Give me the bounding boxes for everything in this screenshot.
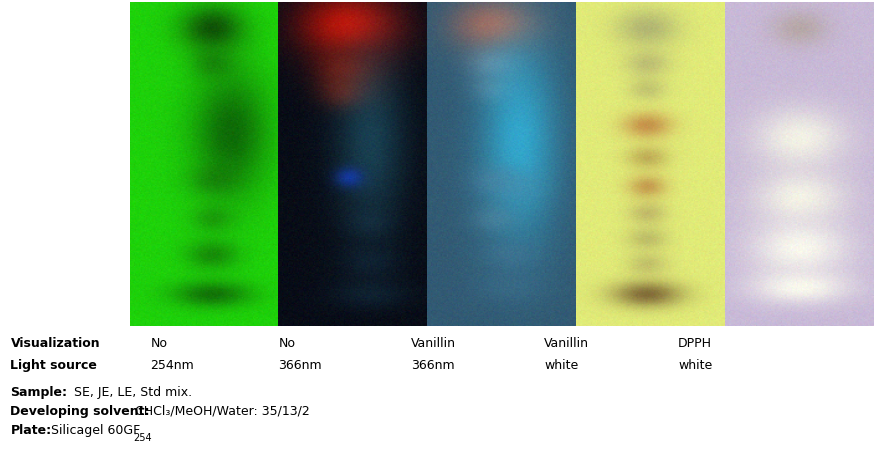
Text: 366nm: 366nm — [411, 359, 455, 372]
Text: Vanillin: Vanillin — [411, 337, 456, 350]
Text: Light source: Light source — [10, 359, 97, 372]
Text: DPPH: DPPH — [678, 337, 712, 350]
Text: Silicagel 60GF: Silicagel 60GF — [51, 424, 140, 437]
Text: SE, JE, LE, Std mix.: SE, JE, LE, Std mix. — [74, 386, 192, 399]
Text: Developing solvent:: Developing solvent: — [10, 405, 150, 418]
Text: CHCl₃/MeOH/Water: 35/13/2: CHCl₃/MeOH/Water: 35/13/2 — [135, 405, 310, 418]
Text: No: No — [150, 337, 167, 350]
Text: Plate:: Plate: — [10, 424, 52, 437]
Text: white: white — [678, 359, 712, 372]
Text: white: white — [544, 359, 578, 372]
Text: Visualization: Visualization — [10, 337, 100, 350]
Text: Sample:: Sample: — [10, 386, 67, 399]
Text: No: No — [278, 337, 295, 350]
Text: Vanillin: Vanillin — [544, 337, 589, 350]
Text: 254: 254 — [133, 433, 151, 443]
Text: 254nm: 254nm — [150, 359, 194, 372]
Text: 366nm: 366nm — [278, 359, 322, 372]
